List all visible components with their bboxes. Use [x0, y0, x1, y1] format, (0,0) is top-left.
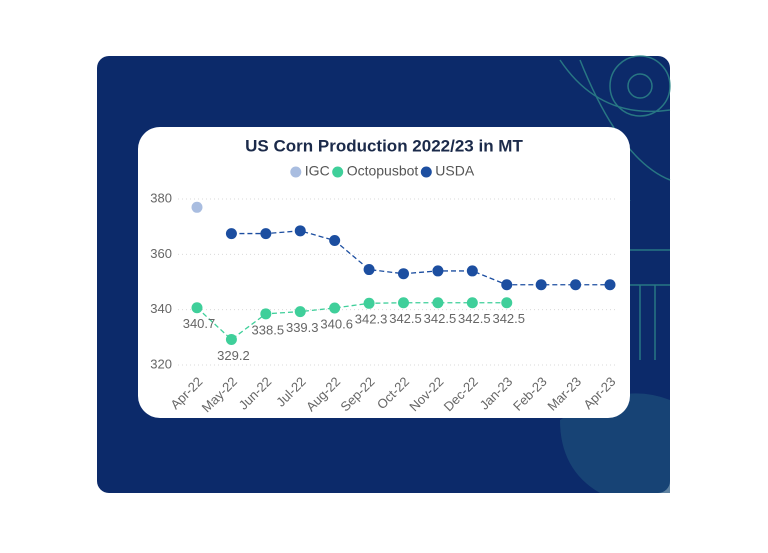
data-point [501, 279, 513, 291]
series-line [231, 230, 610, 286]
data-point [604, 279, 616, 291]
data-point [294, 306, 306, 318]
data-point [225, 334, 237, 346]
legend-item: Octopusbot [332, 163, 418, 179]
data-point [432, 297, 444, 309]
legend-swatch [420, 166, 432, 178]
data-point [398, 268, 409, 280]
data-point [329, 235, 341, 246]
legend-swatch [332, 166, 344, 178]
legend-label: USDA [435, 163, 475, 179]
data-point [191, 201, 203, 213]
data-point [432, 265, 444, 277]
data-point [294, 225, 306, 237]
data-point [260, 228, 272, 240]
y-tick-label: 320 [150, 356, 172, 371]
data-point [260, 308, 272, 320]
legend-label: IGC [305, 163, 330, 179]
data-label: 339.3 [286, 320, 319, 335]
data-point [466, 297, 478, 309]
data-label: 340.6 [320, 316, 353, 331]
data-point [225, 228, 237, 240]
decoration [560, 393, 670, 493]
data-point [466, 265, 478, 277]
series-line [196, 302, 507, 341]
y-tick-label: 380 [150, 190, 172, 205]
data-point [535, 279, 547, 291]
data-label: 342.5 [458, 311, 491, 326]
chart-card [138, 127, 630, 418]
chart-title: US Corn Production 2022/23 in MT [245, 136, 523, 155]
data-point [570, 279, 582, 291]
data-label: 342.5 [424, 311, 457, 326]
legend-item: USDA [420, 163, 475, 179]
data-label: 338.5 [252, 322, 285, 337]
data-label: 342.5 [389, 311, 422, 326]
data-point [363, 297, 375, 309]
legend: IGC Octopusbot USDA [290, 163, 475, 179]
y-tick-label: 340 [150, 301, 172, 316]
data-point [398, 297, 409, 309]
data-label: 329.2 [217, 348, 250, 363]
y-tick-label: 360 [150, 246, 172, 261]
data-point [501, 297, 513, 309]
data-point [191, 302, 203, 314]
data-label: 340.7 [183, 316, 216, 331]
legend-item: IGC [290, 163, 330, 179]
data-point [329, 302, 341, 314]
data-label: 342.3 [355, 312, 388, 327]
legend-label: Octopusbot [347, 163, 419, 179]
data-point [363, 264, 375, 276]
data-label: 342.5 [492, 311, 525, 326]
legend-swatch [290, 166, 302, 178]
